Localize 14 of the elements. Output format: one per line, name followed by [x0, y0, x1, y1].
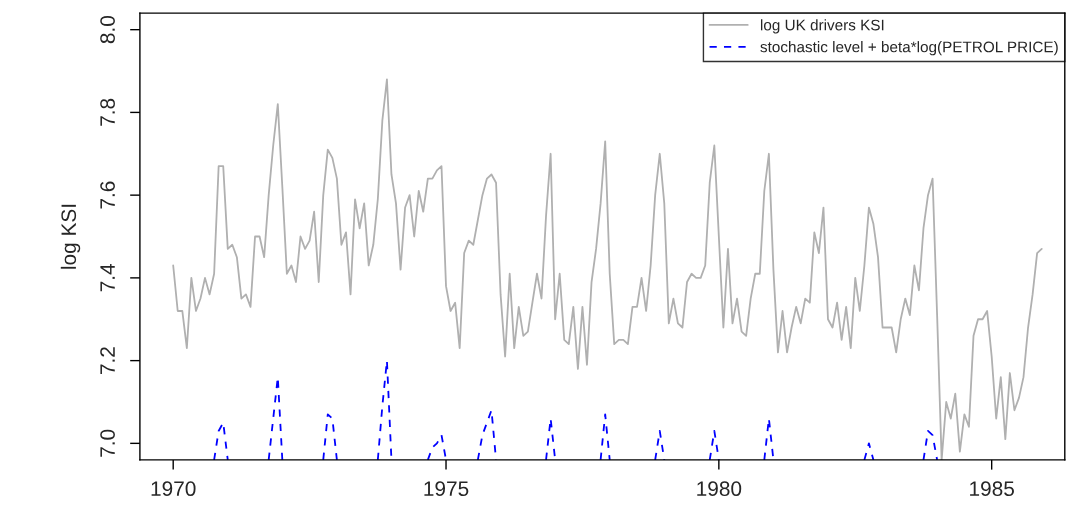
y-axis-title: log KSI [60, 204, 81, 269]
y-tick-label: 7.4 [100, 264, 115, 292]
legend-label: stochastic level + beta*log(PETROL PRICE) [760, 41, 1058, 56]
x-tick-label: 1985 [970, 481, 1014, 497]
legend-label: log UK drivers KSI [760, 19, 884, 34]
x-tick-label: 1980 [697, 481, 742, 497]
x-tick-label: 1970 [151, 481, 196, 497]
y-tick-label: 8.0 [100, 16, 115, 44]
line-series [172, 78, 1043, 460]
y-tick-label: 7.6 [100, 181, 115, 209]
y-tick-label: 7.0 [100, 429, 115, 457]
y-tick-label: 7.2 [100, 347, 115, 375]
y-tick-label: 7.8 [100, 98, 115, 126]
x-tick-label: 1975 [424, 481, 469, 497]
